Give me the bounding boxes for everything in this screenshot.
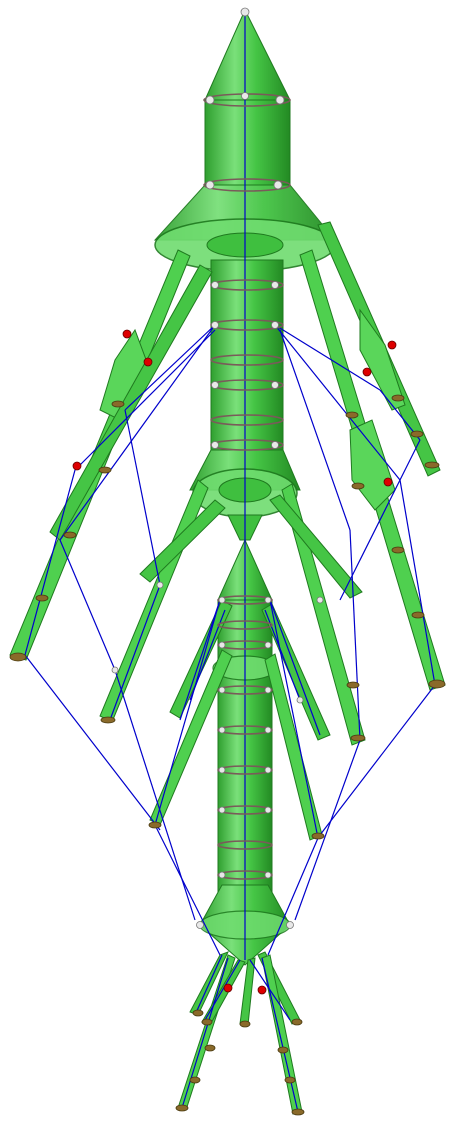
branch-mid-left-b [139, 499, 226, 583]
branch-upper-right-mid-bulge [359, 308, 406, 411]
nodes-brown [9, 394, 446, 1116]
branch-mid-left-c [169, 599, 233, 719]
leg-1 [177, 954, 236, 1111]
branch-mid-right-a [281, 483, 366, 746]
section-rings [203, 93, 291, 880]
branch-upper-left-inner [49, 264, 213, 541]
leg-3 [239, 957, 256, 1026]
lower-branches [149, 649, 323, 1115]
upper-branches [9, 221, 446, 691]
nodes-white [111, 7, 324, 929]
nodes-red [72, 329, 397, 995]
main-shaft [210, 259, 284, 461]
upper-shaft [204, 99, 291, 186]
branch-mid-right-b [269, 494, 363, 599]
top-cone [204, 8, 291, 101]
cables [24, 12, 436, 1113]
leg-5 [261, 954, 303, 1115]
